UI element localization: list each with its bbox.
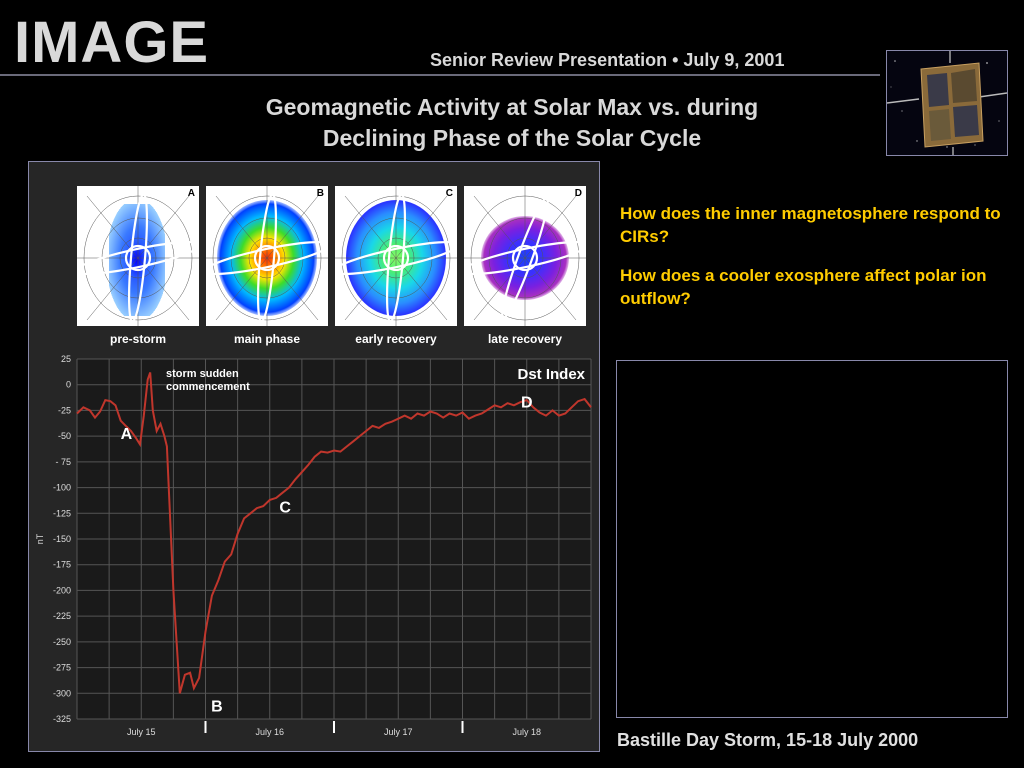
y-tick-label: 25: [61, 354, 71, 364]
header-divider: [0, 74, 880, 76]
phase-marker-d: D: [521, 395, 533, 412]
slide-title-line-1: Geomagnetic Activity at Solar Max vs. du…: [265, 94, 759, 120]
y-tick-label: -50: [58, 431, 71, 441]
y-tick-label: -125: [53, 508, 71, 518]
image-letter: D: [574, 188, 582, 199]
question-2: How does a cooler exosphere affect polar…: [620, 266, 987, 308]
dst-index-chart: 25 0 -25 -50 - 75 -100 -125 -150 -175 -200 -225 -25…: [35, 354, 592, 737]
dst-series-line: [76, 372, 592, 694]
y-tick-label: -275: [53, 663, 71, 673]
phase-marker-c: C: [279, 499, 291, 516]
euv-image-early-recovery: C: [332, 186, 460, 326]
x-tick-label: July 16: [255, 727, 284, 737]
image-letter: C: [445, 188, 453, 199]
y-tick-label: -250: [53, 637, 71, 647]
phase-marker-b: B: [211, 698, 223, 715]
satellite-image: [886, 50, 1008, 156]
y-tick-label: -175: [53, 560, 71, 570]
y-tick-label: -325: [53, 714, 71, 724]
y-tick-label: - 75: [55, 457, 71, 467]
y-tick-label: -200: [53, 585, 71, 595]
x-tick-label: July 15: [127, 727, 156, 737]
research-questions: How does the inner magnetosphere respond…: [620, 202, 1020, 326]
y-tick-label: -100: [53, 483, 71, 493]
slide-title: Geomagnetic Activity at Solar Max vs. du…: [150, 92, 874, 154]
y-axis-label: nT: [35, 533, 45, 544]
storm-movie-frame: [616, 360, 1008, 718]
y-tick-label: -25: [58, 405, 71, 415]
y-tick-label: -300: [53, 688, 71, 698]
euv-image-pre-storm: A: [74, 186, 202, 326]
slide-title-line-2: Declining Phase of the Solar Cycle: [322, 125, 702, 151]
euv-image-main-phase: B: [203, 186, 331, 326]
image-caption: early recovery: [355, 332, 437, 346]
question-1: How does the inner magnetosphere respond…: [620, 204, 1001, 246]
ssc-annotation: storm sudden commencement: [166, 368, 250, 393]
y-tick-label: -225: [53, 611, 71, 621]
image-caption: late recovery: [487, 332, 563, 346]
y-tick-label: -150: [53, 534, 71, 544]
image-letter: B: [316, 188, 324, 199]
y-tick-label: 0: [66, 380, 71, 390]
image-mission-logo: IMAGE: [14, 10, 210, 75]
movie-caption: Bastille Day Storm, 15-18 July 2000: [617, 730, 919, 750]
x-tick-label: July 17: [384, 727, 413, 737]
phase-marker-a: A: [121, 426, 133, 443]
image-caption: main phase: [233, 332, 301, 346]
presentation-subtitle: Senior Review Presentation • July 9, 200…: [430, 50, 785, 70]
x-tick-label: July 18: [512, 727, 541, 737]
image-caption: pre-storm: [109, 332, 166, 346]
euv-image-late-recovery: D: [461, 186, 589, 326]
image-letter: A: [187, 188, 195, 199]
chart-title: Dst Index: [517, 366, 585, 383]
